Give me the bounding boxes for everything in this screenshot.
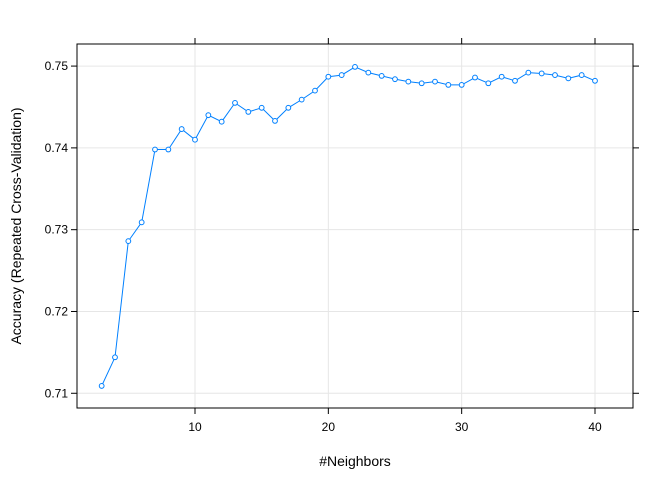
series-line: [101, 66, 596, 387]
data-point: [365, 69, 372, 76]
x-tick-label: 40: [588, 420, 602, 434]
x-axis-title: #Neighbors: [319, 453, 391, 469]
data-point: [165, 146, 172, 153]
plot-frame: [76, 43, 634, 409]
data-point: [338, 72, 345, 78]
data-point: [192, 136, 198, 143]
data-point: [112, 354, 118, 361]
data-point: [512, 77, 518, 84]
data-point: [472, 74, 478, 81]
data-point: [378, 73, 385, 79]
data-point: [298, 96, 305, 103]
data-point: [445, 81, 452, 88]
data-point: [485, 80, 492, 87]
data-point: [538, 70, 545, 77]
data-point: [405, 78, 412, 85]
data-point: [458, 81, 465, 88]
data-point: [565, 75, 572, 82]
data-point: [125, 238, 132, 245]
data-point: [392, 76, 398, 83]
data-point: [178, 126, 185, 132]
data-point: [152, 146, 158, 153]
data-point: [312, 87, 318, 94]
data-point: [245, 108, 252, 115]
data-point: [272, 117, 278, 124]
data-point: [232, 99, 238, 106]
y-tick-label: 0.74: [45, 141, 69, 155]
data-point: [138, 219, 145, 226]
data-point: [285, 104, 292, 111]
y-axis-title: Accuracy (Repeated Cross-Validation): [8, 107, 24, 344]
data-point: [258, 104, 265, 111]
data-point: [525, 69, 532, 76]
y-tick-label: 0.75: [45, 59, 69, 73]
grid: [77, 44, 633, 408]
y-tick-label: 0.73: [45, 223, 69, 237]
data-point: [98, 383, 105, 389]
data-point: [352, 64, 358, 70]
y-tick-label: 0.71: [45, 386, 69, 400]
data-point: [552, 72, 558, 78]
x-tick-label: 30: [455, 420, 469, 434]
y-tick-label: 0.72: [45, 304, 69, 318]
data-point: [578, 72, 585, 78]
axis-ticks: 10 20 30 40 0.71 0.72 0.73 0.74 0.75: [45, 38, 639, 434]
data-point: [218, 118, 225, 125]
data-point: [498, 73, 505, 80]
data-point: [418, 80, 425, 87]
data-point: [432, 78, 438, 85]
x-tick-label: 10: [188, 420, 202, 434]
x-tick-label: 20: [322, 420, 336, 434]
series-accuracy: [98, 64, 598, 389]
data-point: [205, 112, 212, 119]
data-point: [325, 73, 332, 80]
data-point: [592, 77, 598, 84]
